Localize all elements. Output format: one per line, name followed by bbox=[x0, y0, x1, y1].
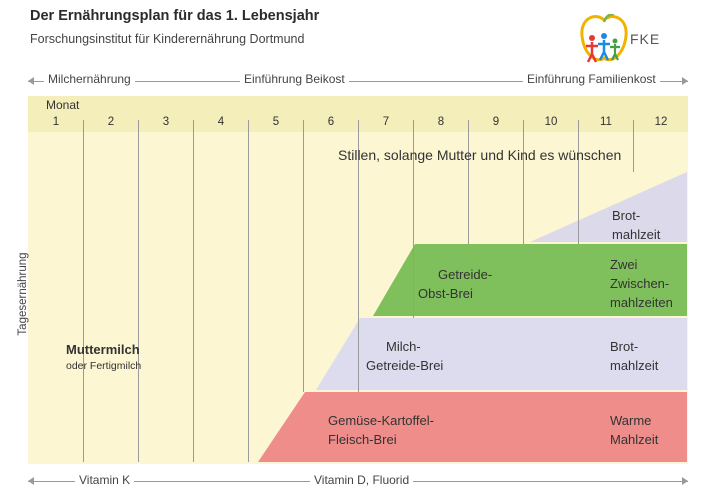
month-label: 4 bbox=[217, 116, 225, 128]
logo-text: FKE bbox=[630, 31, 661, 47]
month-gridline bbox=[303, 120, 304, 392]
brot-label-line1: Brot- bbox=[612, 208, 641, 223]
month-label: 8 bbox=[437, 116, 445, 128]
month-label: 2 bbox=[107, 116, 115, 128]
brotmahlzeit-label: Brot- mahlzeit bbox=[610, 337, 658, 375]
month-label: 7 bbox=[382, 116, 390, 128]
milk-label-sub: oder Fertigmilch bbox=[66, 360, 142, 372]
month-label: 6 bbox=[327, 116, 335, 128]
month-gridline bbox=[468, 120, 469, 244]
zwischenmahlzeiten-label: Zwei Zwischen- mahlzeiten bbox=[610, 255, 673, 312]
brotmahlzeit-line2: mahlzeit bbox=[610, 358, 659, 373]
breastfeeding-note: Stillen, solange Mutter und Kind es wüns… bbox=[338, 147, 622, 163]
month-gridline bbox=[248, 120, 249, 462]
band-brot bbox=[530, 172, 687, 242]
warme-line1: Warme bbox=[610, 413, 652, 428]
month-label: 12 bbox=[654, 116, 668, 128]
zwischen-line2: Zwischen- bbox=[610, 276, 670, 291]
brotmahlzeit-line1: Brot- bbox=[610, 339, 639, 354]
month-label: 9 bbox=[492, 116, 500, 128]
band-milch-getreide bbox=[316, 318, 687, 390]
month-axis-label: Monat bbox=[46, 98, 80, 112]
month-gridline bbox=[523, 120, 524, 244]
month-gridline bbox=[633, 120, 634, 172]
arrow-left-icon bbox=[28, 77, 34, 85]
phase-familienkost: Einführung Familienkost bbox=[523, 72, 660, 90]
month-label: 5 bbox=[272, 116, 280, 128]
month-gridline bbox=[138, 120, 139, 462]
month-gridline bbox=[193, 120, 194, 462]
month-gridline bbox=[413, 120, 414, 318]
page-title: Der Ernährungsplan für das 1. Lebensjahr bbox=[30, 8, 320, 24]
warme-mahlzeit-label: Warme Mahlzeit bbox=[610, 411, 658, 449]
milk-label-main: Muttermilch bbox=[66, 342, 140, 357]
month-label: 1 bbox=[52, 116, 60, 128]
month-gridline bbox=[358, 120, 359, 392]
arrow-left-icon bbox=[28, 477, 34, 485]
month-label: 10 bbox=[544, 116, 558, 128]
getreide-obst-line1: Getreide- bbox=[438, 267, 493, 282]
month-label: 11 bbox=[600, 116, 612, 128]
getreide-obst-line2: Obst-Brei bbox=[418, 286, 473, 301]
apple-family-icon bbox=[580, 12, 628, 63]
arrow-right-icon bbox=[682, 477, 688, 485]
month-gridline bbox=[578, 120, 579, 244]
y-axis-label: Tagesernährung bbox=[17, 252, 29, 336]
brot-label-line2: mahlzeit bbox=[612, 227, 661, 242]
gemuese-line1: Gemüse-Kartoffel- bbox=[328, 413, 434, 428]
month-label: 3 bbox=[162, 116, 170, 128]
warme-line2: Mahlzeit bbox=[610, 432, 659, 447]
milch-getreide-line2: Getreide-Brei bbox=[366, 358, 444, 373]
brot-label: Brot- mahlzeit bbox=[612, 206, 660, 244]
milch-getreide-label: Milch- Getreide-Brei bbox=[366, 337, 443, 375]
phase-beikost: Einführung Beikost bbox=[240, 72, 349, 90]
milch-getreide-line1: Milch- bbox=[386, 339, 421, 354]
phase-milchernaehrung: Milchernährung bbox=[44, 72, 135, 90]
zwischen-line3: mahlzeiten bbox=[610, 295, 673, 310]
phase-timeline-line bbox=[28, 81, 688, 82]
gemuese-line2: Fleisch-Brei bbox=[328, 432, 397, 447]
zwischen-line1: Zwei bbox=[610, 257, 638, 272]
band-getreide-obst bbox=[373, 244, 687, 316]
arrow-right-icon bbox=[682, 77, 688, 85]
gemuese-label: Gemüse-Kartoffel- Fleisch-Brei bbox=[328, 411, 434, 449]
vitamin-k: Vitamin K bbox=[75, 473, 135, 487]
getreide-obst-label: Getreide- Obst-Brei bbox=[418, 265, 493, 303]
page-subtitle: Forschungsinstitut für Kinderernährung D… bbox=[30, 32, 305, 46]
fke-logo bbox=[574, 12, 694, 68]
vitamin-d-fluorid: Vitamin D, Fluorid bbox=[310, 473, 414, 487]
band-gemuese bbox=[258, 392, 687, 462]
month-gridline bbox=[83, 120, 84, 462]
